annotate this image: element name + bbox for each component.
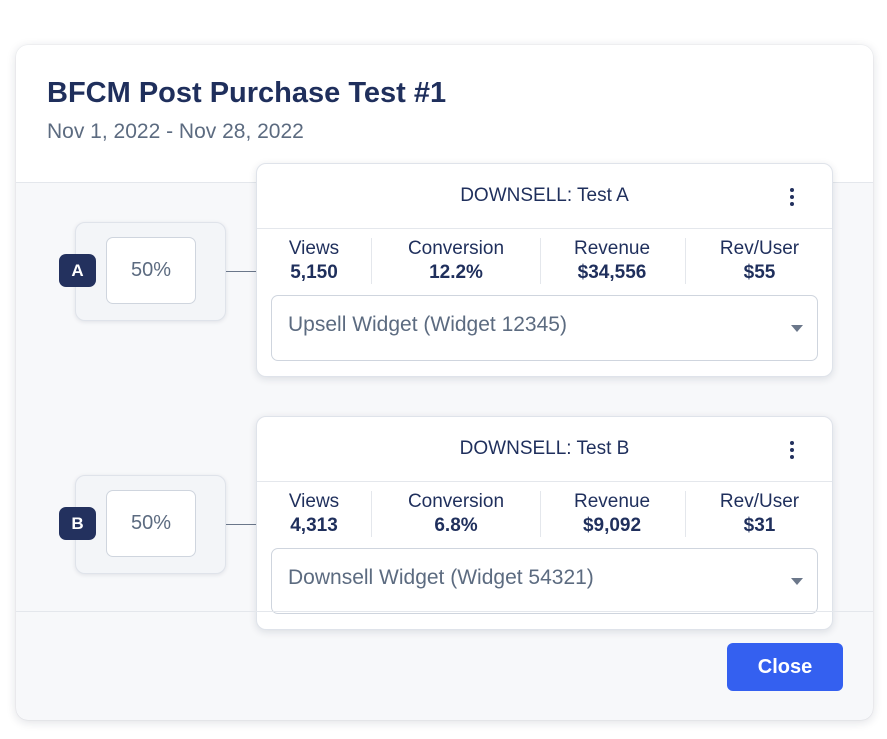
connector-line: [226, 271, 256, 272]
metric-views: Views 4,313: [279, 491, 349, 539]
metric-divider: [371, 491, 372, 537]
test-details-modal: BFCM Post Purchase Test #1 Nov 1, 2022 -…: [16, 45, 873, 720]
metric-divider: [685, 238, 686, 284]
metric-value: 5,150: [290, 262, 338, 283]
metric-rev-user: Rev/User $31: [707, 491, 812, 539]
metric-divider: [540, 238, 541, 284]
widget-select[interactable]: Upsell Widget (Widget 12345): [271, 295, 818, 361]
metric-value: 6.8%: [434, 515, 478, 536]
card-header: DOWNSELL: Test B: [257, 417, 832, 482]
metric-value: $55: [743, 262, 776, 283]
variant-card: DOWNSELL: Test B Views 4,313 Conversion …: [256, 416, 833, 630]
metric-value: $34,556: [577, 262, 647, 283]
close-button[interactable]: Close: [727, 643, 843, 691]
date-range: Nov 1, 2022 - Nov 28, 2022: [47, 120, 304, 143]
footer-divider: [16, 611, 873, 612]
metric-value: 4,313: [290, 515, 338, 536]
card-header: DOWNSELL: Test A: [257, 164, 832, 229]
metric-label: Revenue: [573, 491, 651, 512]
metric-conversion: Conversion 6.8%: [391, 491, 521, 539]
variant-badge: A: [59, 254, 96, 287]
metric-label: Views: [288, 491, 340, 512]
metric-label: Rev/User: [719, 491, 800, 512]
caret-down-icon: [791, 578, 803, 585]
metric-revenue: Revenue $9,092: [557, 491, 667, 539]
metric-label: Conversion: [407, 491, 505, 512]
traffic-split-input[interactable]: 50%: [106, 237, 196, 304]
widget-select[interactable]: Downsell Widget (Widget 54321): [271, 548, 818, 614]
metric-divider: [371, 238, 372, 284]
caret-down-icon: [791, 325, 803, 332]
card-title: DOWNSELL: Test B: [459, 438, 630, 459]
metric-value: 12.2%: [429, 262, 483, 283]
metric-divider: [540, 491, 541, 537]
widget-select-value: Upsell Widget (Widget 12345): [288, 313, 567, 336]
metric-conversion: Conversion 12.2%: [391, 238, 521, 286]
traffic-split-input[interactable]: 50%: [106, 490, 196, 557]
traffic-split-box: 50%: [75, 475, 226, 574]
metric-views: Views 5,150: [279, 238, 349, 286]
variant-badge: B: [59, 507, 96, 540]
modal-title: BFCM Post Purchase Test #1: [47, 77, 447, 109]
card-title: DOWNSELL: Test A: [460, 185, 629, 206]
widget-select-value: Downsell Widget (Widget 54321): [288, 566, 594, 589]
connector-line: [226, 524, 256, 525]
metric-label: Rev/User: [719, 238, 800, 259]
modal-header: BFCM Post Purchase Test #1 Nov 1, 2022 -…: [16, 45, 873, 183]
metric-label: Revenue: [573, 238, 651, 259]
kebab-menu-icon[interactable]: [785, 186, 799, 208]
metric-divider: [685, 491, 686, 537]
metric-rev-user: Rev/User $55: [707, 238, 812, 286]
traffic-split-box: 50%: [75, 222, 226, 321]
metric-label: Views: [288, 238, 340, 259]
variant-card: DOWNSELL: Test A Views 5,150 Conversion …: [256, 163, 833, 377]
kebab-menu-icon[interactable]: [785, 439, 799, 461]
metric-value: $9,092: [582, 515, 642, 536]
metric-label: Conversion: [407, 238, 505, 259]
metric-value: $31: [743, 515, 776, 536]
metric-revenue: Revenue $34,556: [557, 238, 667, 286]
